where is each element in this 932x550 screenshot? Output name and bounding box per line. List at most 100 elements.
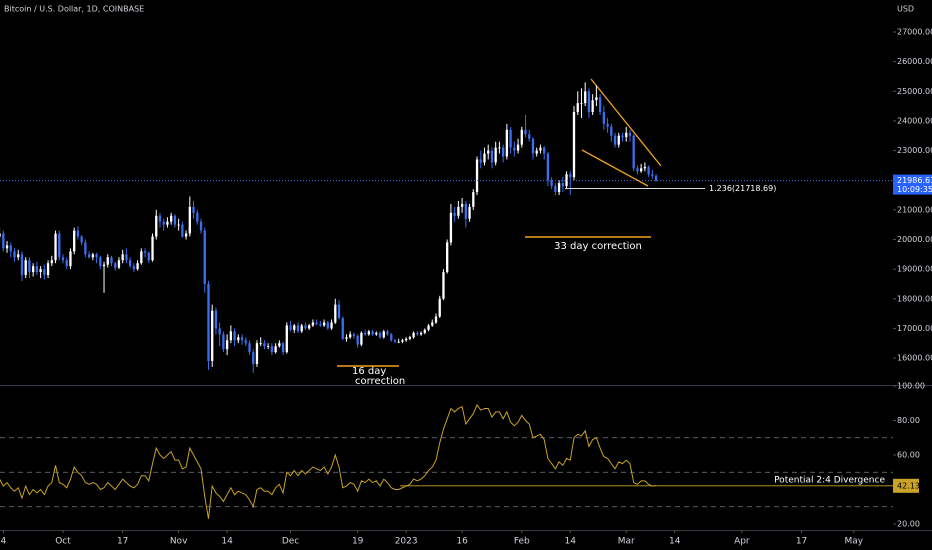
candle-body (557, 183, 561, 193)
candle-body (84, 242, 87, 255)
candle-body (625, 132, 628, 138)
candle-body (28, 260, 31, 273)
candle-body (569, 174, 572, 178)
candle-body (628, 132, 632, 136)
candle-body (319, 323, 322, 326)
candle-body (501, 147, 505, 157)
candle-body (140, 251, 143, 264)
candle-body (598, 97, 602, 113)
candle-body (371, 331, 374, 335)
candle-body (341, 318, 344, 339)
candle-body (434, 316, 438, 323)
annotation: 16 day (352, 366, 386, 377)
candle-body (345, 337, 348, 339)
candle-body (513, 147, 516, 151)
candle-body (35, 266, 39, 273)
candle-body (308, 325, 311, 329)
candle-body (136, 263, 139, 270)
candle-body (173, 215, 177, 225)
candle-body (32, 266, 35, 273)
candle-body (229, 331, 233, 341)
candle-body (363, 332, 367, 335)
candle-body (494, 147, 497, 163)
candle-body (184, 233, 188, 237)
candle-body (617, 135, 620, 145)
candle-body (520, 129, 523, 145)
candle-body (334, 304, 337, 323)
candle-body (278, 343, 281, 347)
candle-body (2, 233, 5, 249)
candle-body (505, 129, 509, 157)
annotation: correction (355, 376, 405, 387)
wedge-upper (590, 78, 662, 167)
last-price-box (893, 174, 932, 195)
candle-body (0, 233, 1, 237)
candle-body (632, 135, 635, 169)
candle-body (259, 343, 262, 345)
candle-body (240, 337, 244, 341)
candle-body (326, 322, 329, 329)
candle-body (91, 254, 94, 258)
candle-body (610, 126, 613, 136)
candle-body (244, 340, 247, 344)
candle-body (39, 269, 42, 273)
candle-body (263, 343, 266, 347)
annotation: Potential 2:4 Divergence (774, 476, 885, 486)
x-tick-label: 17 (796, 537, 807, 547)
candle-body (237, 337, 240, 341)
candle-body (330, 322, 333, 329)
candle-body (274, 346, 277, 353)
candle-body (214, 310, 218, 329)
candle-body (166, 221, 169, 225)
candle-body (498, 147, 501, 149)
x-tick-label: Feb (514, 537, 530, 547)
x-tick-label: 19 (352, 537, 364, 547)
candle-body (270, 346, 274, 353)
x-tick-label: 14 (221, 537, 233, 547)
candle-body (266, 346, 270, 347)
candle-body (222, 334, 225, 350)
candle-body (162, 221, 165, 225)
candle-body (203, 230, 206, 284)
candle-body (296, 325, 300, 332)
candle-body (289, 325, 292, 330)
candle-body (427, 325, 430, 330)
candle-body (69, 251, 72, 267)
candle-body (24, 260, 27, 276)
y-tick-label: 27000.00 (897, 28, 932, 37)
x-tick-label: May (844, 537, 863, 547)
candle-body (211, 310, 214, 361)
last-price-label: 21986.61 (897, 176, 932, 185)
x-tick-label: 17 (117, 537, 128, 547)
candle-body (65, 260, 68, 267)
rsi-y-tick-label: 60.00 (897, 451, 920, 460)
candle-body (509, 129, 512, 148)
candle-body (442, 272, 445, 299)
candle-body (170, 215, 173, 222)
candle-body (255, 343, 259, 364)
candle-body (367, 331, 371, 335)
candle-body (285, 325, 288, 353)
rsi-y-tick-label: 100.00 (897, 382, 925, 391)
candle-body (543, 147, 546, 154)
candle-body (337, 304, 341, 319)
candle-body (382, 331, 385, 338)
candle-body (192, 206, 195, 213)
candle-body (483, 153, 486, 163)
candle-body (438, 298, 441, 317)
x-tick-label: Mar (618, 537, 635, 547)
candle-body (453, 212, 456, 216)
candle-body (561, 183, 564, 187)
candle-body (225, 340, 229, 350)
candle-body (546, 153, 550, 181)
candle-body (572, 112, 576, 178)
candle-body (375, 332, 378, 335)
candle-body (539, 147, 542, 151)
candle-body (121, 254, 124, 261)
candle-body (147, 252, 150, 261)
candle-body (595, 97, 598, 101)
rsi-y-tick-label: 80.00 (897, 416, 920, 425)
candle-body (479, 159, 482, 163)
x-tick-label: 4 (0, 537, 6, 547)
